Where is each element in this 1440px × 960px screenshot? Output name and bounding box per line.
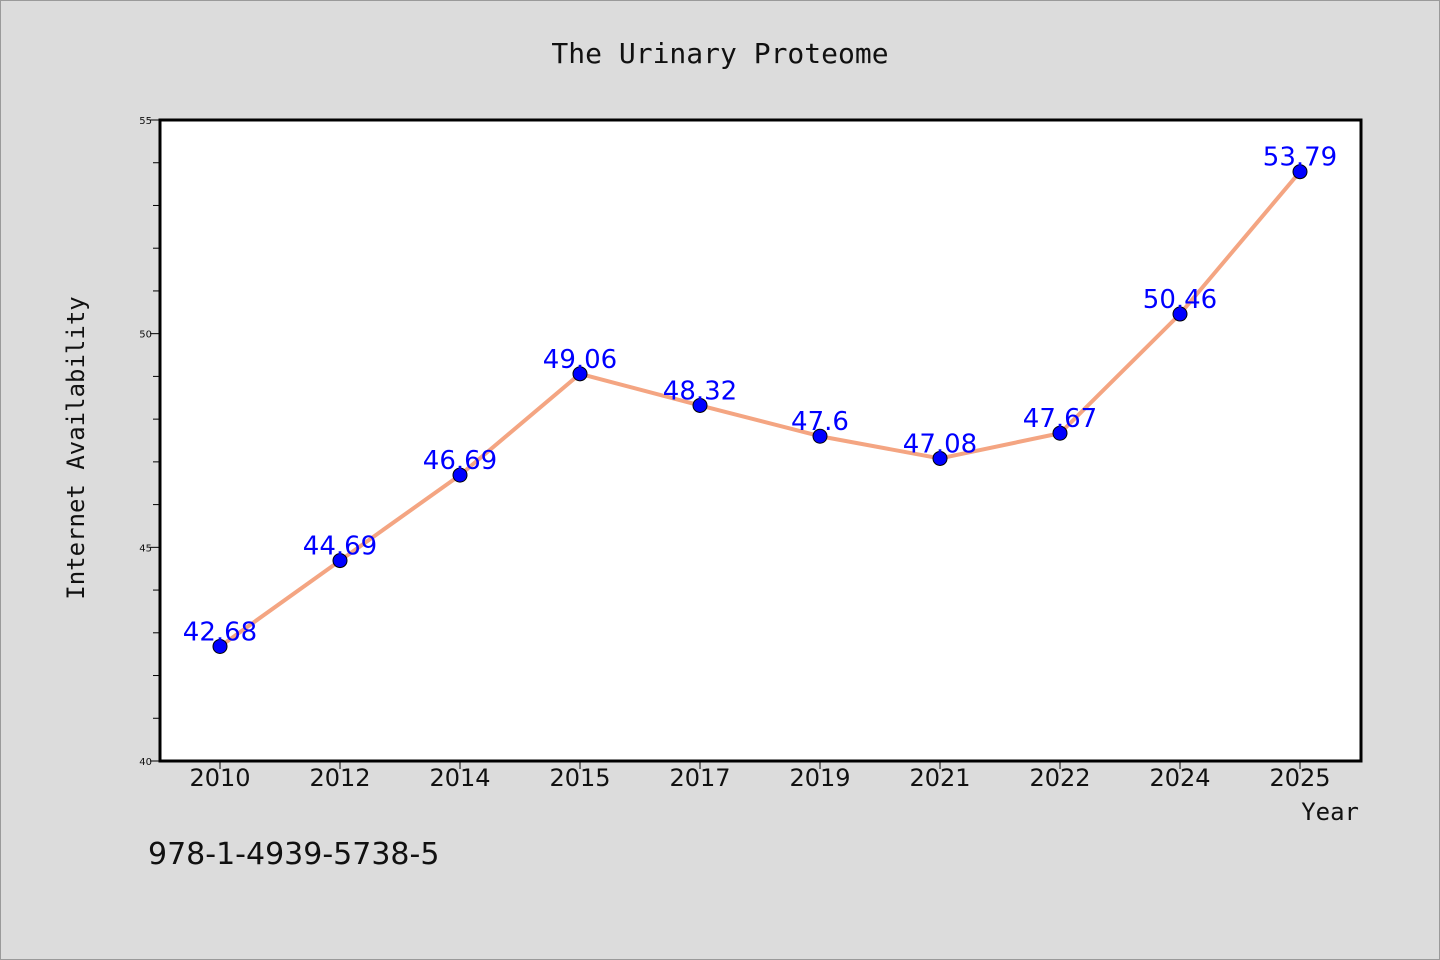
y-tick-label: 45 <box>139 543 152 554</box>
data-label: 47.67 <box>1023 404 1097 434</box>
data-label: 50.46 <box>1143 285 1217 315</box>
data-point <box>812 428 828 444</box>
y-tick-label: 40 <box>139 757 152 768</box>
x-tick-label: 2024 <box>1149 764 1210 792</box>
data-point <box>452 467 468 483</box>
x-tick-label: 2015 <box>549 764 610 792</box>
y-tick-label: 50 <box>139 330 152 341</box>
data-label: 46.69 <box>423 446 497 476</box>
y-axis-label: Internet Availability <box>62 296 90 599</box>
data-label: 48.32 <box>663 376 737 406</box>
data-point <box>1172 306 1188 322</box>
data-point <box>572 366 588 382</box>
isbn-text: 978-1-4939-5738-5 <box>148 837 439 872</box>
x-axis: 2010 2012 2014 2015 2017 2019 2021 2022 2024 2025 <box>189 761 1331 792</box>
data-label: 53.79 <box>1263 143 1337 173</box>
data-label: 47.6 <box>791 407 849 437</box>
y-tick-label: 55 <box>139 116 152 127</box>
x-tick-label: 2021 <box>909 764 970 792</box>
data-point <box>692 397 708 413</box>
data-label: 44.69 <box>303 532 377 562</box>
data-point <box>1052 425 1068 441</box>
data-label: 49.06 <box>543 345 617 375</box>
x-tick-label: 2012 <box>309 764 370 792</box>
x-tick-label: 2010 <box>189 764 250 792</box>
chart-title: The Urinary Proteome <box>551 37 888 70</box>
x-tick-label: 2022 <box>1029 764 1090 792</box>
y-axis: 40 45 50 55 <box>139 116 160 768</box>
data-point <box>932 450 948 466</box>
x-tick-label: 2019 <box>789 764 850 792</box>
data-point <box>1292 164 1308 180</box>
series-line <box>218 170 1302 649</box>
data-label: 42.68 <box>183 617 257 647</box>
data-point <box>332 553 348 569</box>
data-point <box>212 638 228 654</box>
x-tick-label: 2014 <box>429 764 490 792</box>
x-tick-label: 2017 <box>669 764 730 792</box>
x-axis-label: Year <box>1301 798 1359 826</box>
data-label: 47.08 <box>903 429 977 459</box>
data-labels: 42.68 44.69 46.69 49.06 48.32 47.6 47.08 47.67 5… <box>183 143 1337 648</box>
plot-area <box>158 118 1363 763</box>
x-tick-label: 2025 <box>1269 764 1330 792</box>
series-markers <box>212 164 1308 654</box>
